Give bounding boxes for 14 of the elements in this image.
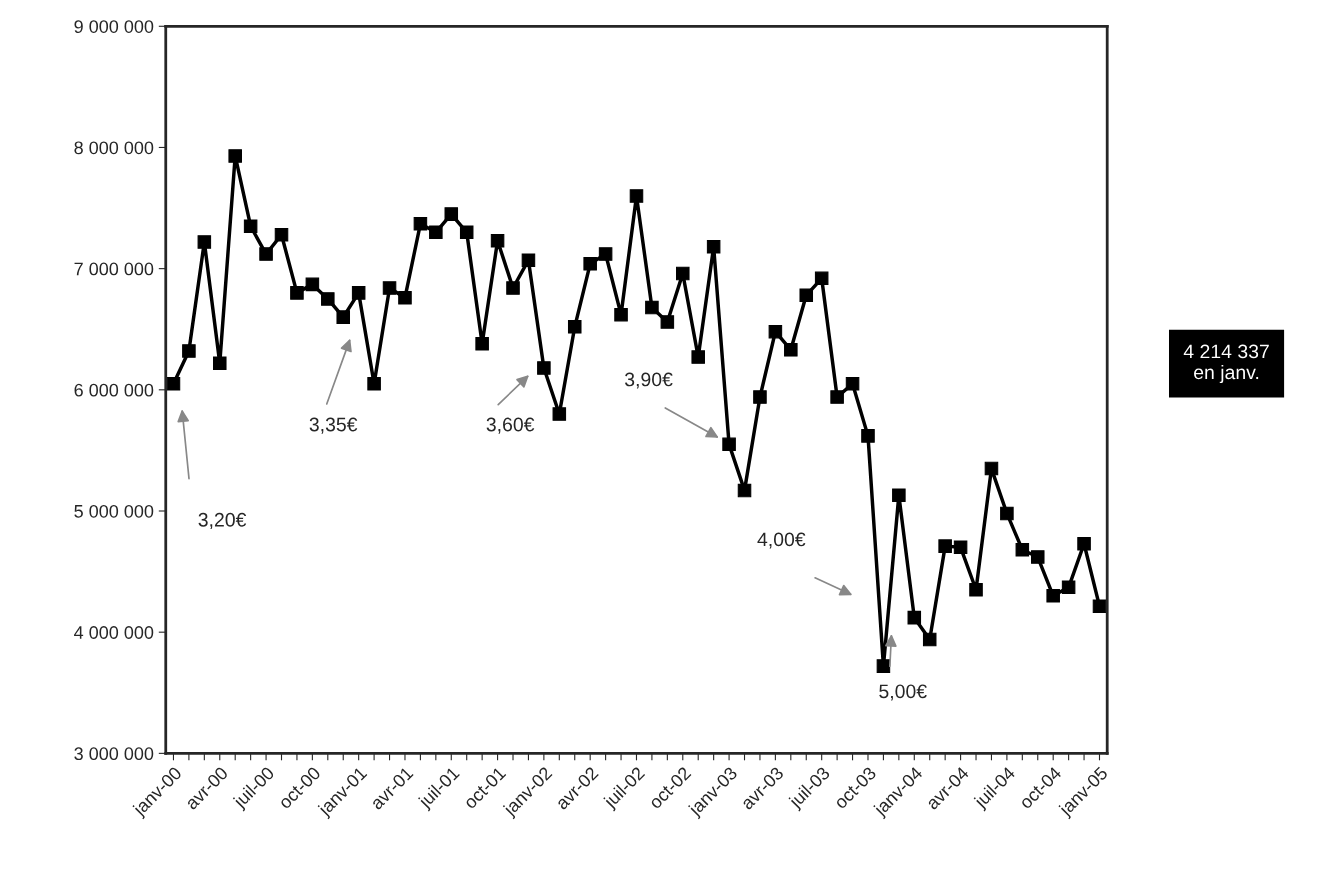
- y-tick-label: 7 000 000: [74, 262, 154, 276]
- annotation: 3,20€: [198, 512, 247, 529]
- y-tick-label: 5 000 000: [74, 504, 154, 518]
- y-tick-label: 4 000 000: [74, 626, 154, 639]
- y-tick-label: 3 000 000: [74, 747, 154, 761]
- annotation: 3,60€: [486, 417, 535, 434]
- annotation: 3,90€: [624, 372, 673, 389]
- y-tick-label: 8 000 000: [74, 141, 154, 155]
- annotation: 4,00€: [757, 532, 806, 549]
- annotation: 5,00€: [879, 684, 927, 701]
- y-tick-label: 9 000 000: [74, 20, 154, 33]
- text: 4 214 337 en janv.: [1183, 344, 1269, 384]
- y-tick-label: 6 000 000: [74, 383, 154, 397]
- annotation: 3,35€: [309, 417, 358, 434]
